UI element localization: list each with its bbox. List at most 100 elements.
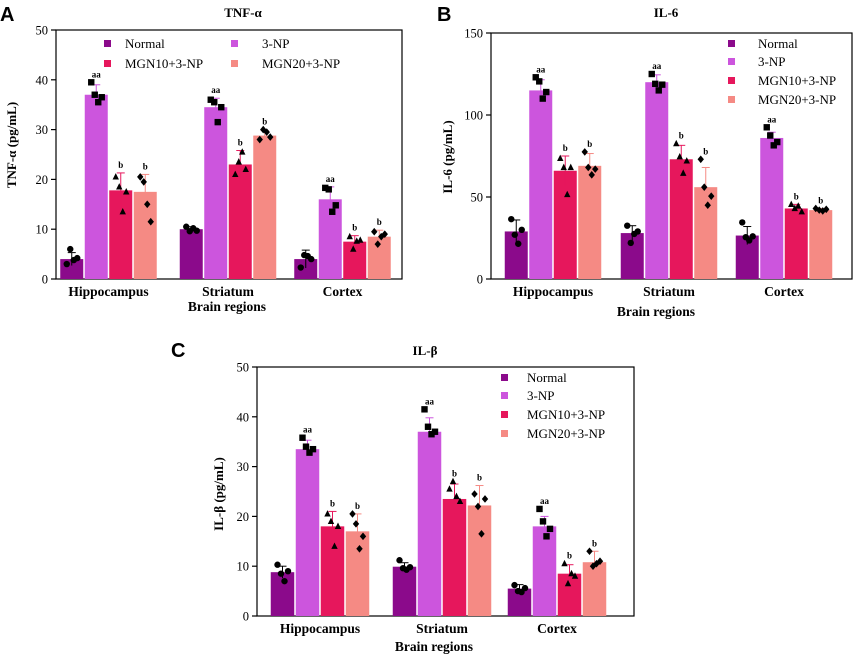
data-point xyxy=(309,445,317,453)
data-point xyxy=(147,217,154,226)
data-point xyxy=(428,431,435,438)
bar-group-3np-hippocampus: aa xyxy=(84,69,108,280)
panel-a-xlabel: Brain regions xyxy=(188,299,266,314)
data-point xyxy=(232,170,239,178)
bar-group-mgn20-striatum: b xyxy=(253,117,277,279)
legend-swatch-mgn10 xyxy=(104,60,111,67)
legend-swatch-mgn10 xyxy=(501,411,508,418)
significance-label: aa xyxy=(767,114,777,124)
data-point xyxy=(708,192,715,200)
bar-group-normal-hippocampus xyxy=(270,561,295,616)
data-point xyxy=(327,517,335,524)
significance-label: b xyxy=(679,131,684,141)
bar-3np-cortex xyxy=(318,199,342,279)
data-point xyxy=(357,236,364,243)
data-point xyxy=(63,260,70,268)
data-point xyxy=(91,91,98,98)
significance-label: b xyxy=(352,223,357,233)
significance-label: b xyxy=(238,138,243,148)
legend-swatch-3np xyxy=(501,392,508,399)
data-point xyxy=(515,240,522,247)
data-point xyxy=(453,492,460,500)
legend-swatch-mgn20 xyxy=(728,96,735,103)
data-point xyxy=(277,570,285,577)
y-tick-label: 0 xyxy=(243,610,249,624)
significance-label: aa xyxy=(540,496,550,506)
data-point xyxy=(739,219,746,226)
bar-normal-striatum xyxy=(620,233,644,279)
significance-label: aa xyxy=(652,61,662,71)
y-tick-label: 30 xyxy=(36,123,49,137)
bar-group-mgn20-striatum: b xyxy=(694,146,718,279)
significance-label: b xyxy=(587,139,592,149)
data-point xyxy=(683,157,690,164)
data-point xyxy=(193,227,200,234)
data-point xyxy=(536,78,543,85)
panel-a-ylabel: TNF-α (pg/mL) xyxy=(4,102,19,188)
data-point xyxy=(352,520,360,528)
panel-c-xlabel: Brain regions xyxy=(395,639,473,654)
legend-swatch-mgn20 xyxy=(501,430,508,437)
significance-label: b xyxy=(143,161,148,171)
legend-swatch-mgn10 xyxy=(728,77,735,84)
y-tick-label: 0 xyxy=(477,273,483,287)
significance-label: aa xyxy=(425,396,435,406)
data-point xyxy=(424,423,432,430)
panel-b: B IL-6 IL-6 (pg/mL) Brain regions Normal… xyxy=(437,4,853,319)
panel-letter-b: B xyxy=(437,4,451,26)
data-point xyxy=(588,171,595,179)
significance-label: aa xyxy=(303,425,313,435)
bar-mgn10-cortex xyxy=(343,241,367,279)
bar-mgn10-cortex xyxy=(784,208,808,279)
data-point xyxy=(332,202,339,209)
significance-label: b xyxy=(355,501,360,511)
data-point xyxy=(281,577,288,585)
data-point xyxy=(543,88,550,96)
data-point xyxy=(795,202,802,209)
y-tick-label: 10 xyxy=(237,560,250,574)
data-point xyxy=(478,530,485,538)
significance-label: aa xyxy=(536,64,546,74)
data-point xyxy=(770,142,777,149)
bar-3np-striatum xyxy=(204,107,228,279)
data-point xyxy=(676,153,683,160)
bar-mgn20-cortex xyxy=(582,562,607,616)
bar-group-mgn10-cortex: b xyxy=(784,191,808,279)
data-point xyxy=(659,81,666,88)
data-point xyxy=(421,406,428,413)
data-point xyxy=(697,155,704,164)
significance-label: b xyxy=(703,146,708,156)
data-point xyxy=(652,80,659,88)
data-point xyxy=(144,200,151,209)
bar-group-normal-striatum xyxy=(620,222,644,279)
data-point xyxy=(518,226,525,233)
bar-group-3np-cortex: aa xyxy=(318,174,342,279)
bar-mgn20-striatum xyxy=(694,187,718,279)
data-point xyxy=(207,96,214,103)
bar-group-3np-striatum: aa xyxy=(204,85,228,279)
bar-group-3np-hippocampus: aa xyxy=(529,64,553,280)
category-label-hippocampus: Hippocampus xyxy=(513,284,593,299)
category-label-hippocampus: Hippocampus xyxy=(280,621,360,636)
data-point xyxy=(511,231,518,238)
panel-b-ylabel: IL-6 (pg/mL) xyxy=(440,120,455,193)
data-point xyxy=(123,188,130,195)
significance-label: b xyxy=(377,217,382,227)
panel-c: C IL-β IL-β (pg/mL) Brain regions Normal… xyxy=(171,340,635,654)
bar-mgn10-cortex xyxy=(557,573,582,616)
data-point xyxy=(532,74,539,81)
data-point xyxy=(324,510,331,517)
data-point xyxy=(655,87,662,94)
y-tick-label: 100 xyxy=(464,109,483,123)
data-point xyxy=(561,559,568,567)
legend-swatch-3np xyxy=(231,40,238,47)
data-point xyxy=(67,245,74,253)
panel-b-title: IL-6 xyxy=(654,5,679,20)
y-tick-label: 50 xyxy=(471,191,484,205)
significance-label: b xyxy=(330,498,335,508)
data-point xyxy=(137,173,144,181)
data-point xyxy=(116,183,123,190)
bar-group-normal-striatum xyxy=(179,223,203,279)
data-point xyxy=(302,443,310,450)
data-point xyxy=(798,207,805,215)
